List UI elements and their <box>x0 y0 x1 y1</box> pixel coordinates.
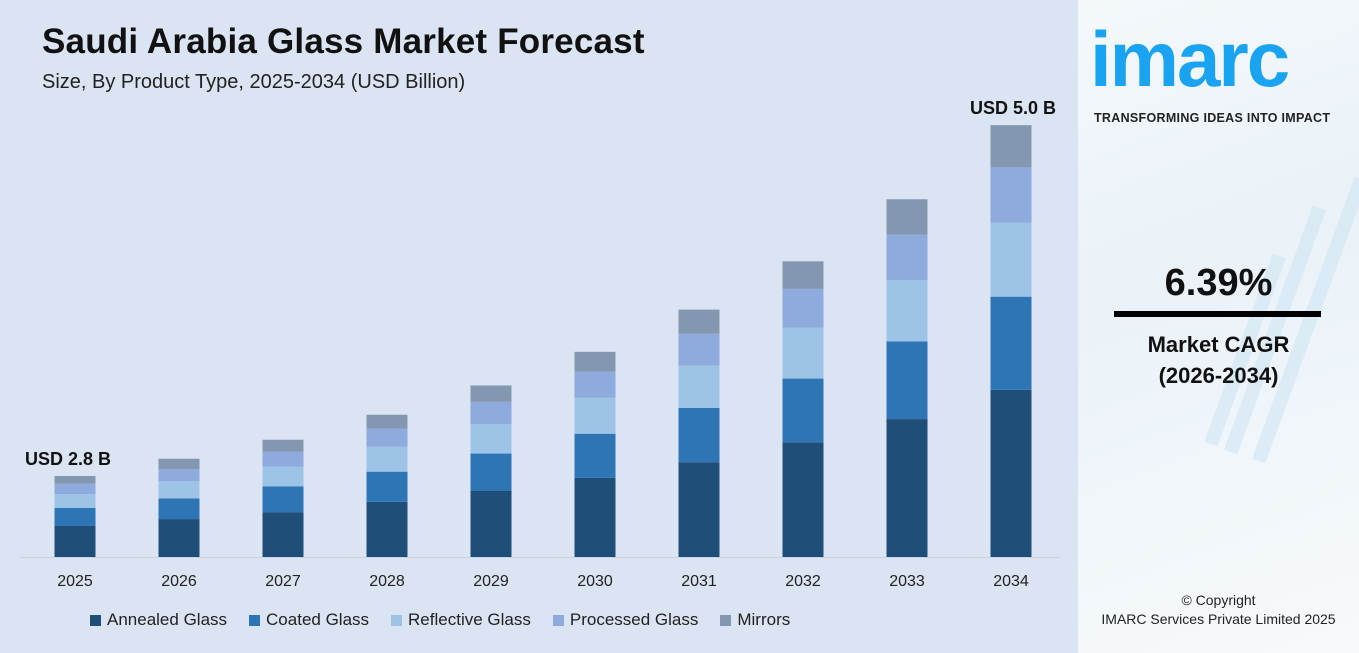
x-tick-label: 2026 <box>161 573 197 590</box>
bar-segment-annealed-glass-2034 <box>990 389 1032 557</box>
x-tick-label: 2027 <box>265 573 301 590</box>
cagr-label: Market CAGR (2026-2034) <box>1078 329 1359 391</box>
bar-segment-reflective-glass-2032 <box>782 327 824 379</box>
total-annotation: USD 5.0 B <box>970 98 1056 118</box>
bar-segment-reflective-glass-2026 <box>158 481 200 499</box>
bar-segment-coated-glass-2031 <box>678 407 720 463</box>
bar-segment-annealed-glass-2032 <box>782 442 824 557</box>
bar-segment-processed-glass-2032 <box>782 288 824 328</box>
legend-swatch <box>90 614 101 626</box>
bar-segment-mirrors-2033 <box>886 199 928 235</box>
legend-item: Processed Glass <box>552 610 699 630</box>
bar-segment-processed-glass-2026 <box>158 469 200 482</box>
bar-segment-processed-glass-2030 <box>574 371 616 398</box>
bar-segment-processed-glass-2029 <box>470 401 512 425</box>
bar-segment-annealed-glass-2031 <box>678 462 720 557</box>
copyright: © Copyright IMARC Services Private Limit… <box>1078 591 1359 629</box>
chart-panel: Saudi Arabia Glass Market Forecast Size,… <box>0 0 1078 653</box>
bar-segment-mirrors-2032 <box>782 261 824 289</box>
divider <box>1114 311 1321 317</box>
bar-segment-annealed-glass-2025 <box>54 525 96 557</box>
legend-swatch <box>552 614 564 626</box>
x-tick-label: 2031 <box>681 573 717 590</box>
x-tick-label: 2029 <box>473 573 509 590</box>
legend-item: Coated Glass <box>249 610 369 630</box>
bar-segment-annealed-glass-2030 <box>574 477 616 557</box>
imarc-logo: imarc <box>1090 15 1290 103</box>
bar-segment-mirrors-2034 <box>990 125 1032 168</box>
total-annotation: USD 2.8 B <box>25 449 111 469</box>
legend-label: Mirrors <box>737 610 791 629</box>
legend-swatch <box>249 614 261 626</box>
company-name: IMARC Services Private Limited 2025 <box>1101 611 1336 627</box>
cagr-period: (2026-2034) <box>1158 363 1279 388</box>
legend-label: Reflective Glass <box>408 610 531 629</box>
bar-segment-annealed-glass-2033 <box>886 419 928 557</box>
legend-label: Annealed Glass <box>107 610 228 629</box>
decor-bar <box>1252 176 1359 464</box>
info-panel: imarc TRANSFORMING IDEAS INTO IMPACT 6.3… <box>1078 0 1359 653</box>
bar-segment-coated-glass-2029 <box>470 453 512 491</box>
bar-segment-coated-glass-2027 <box>262 486 304 513</box>
x-tick-label: 2030 <box>577 573 613 590</box>
bar-segment-mirrors-2025 <box>54 475 96 484</box>
bar-segment-mirrors-2030 <box>574 351 616 372</box>
bar-segment-coated-glass-2032 <box>782 378 824 443</box>
bar-segment-mirrors-2027 <box>262 439 304 452</box>
bar-segment-processed-glass-2033 <box>886 234 928 281</box>
bar-segment-processed-glass-2034 <box>990 167 1032 223</box>
legend-swatch <box>391 614 403 626</box>
bar-segment-coated-glass-2025 <box>54 507 96 526</box>
bar-segment-coated-glass-2030 <box>574 433 616 478</box>
x-tick-label: 2032 <box>785 573 821 590</box>
bar-segment-processed-glass-2025 <box>54 483 96 495</box>
legend-item: Mirrors <box>720 610 790 630</box>
bar-segment-reflective-glass-2029 <box>470 424 512 454</box>
bar-segment-annealed-glass-2029 <box>470 490 512 557</box>
cagr-value: 6.39% <box>1164 262 1273 304</box>
chart-subtitle: Size, By Product Type, 2025-2034 (USD Bi… <box>42 71 466 93</box>
legend-label: Coated Glass <box>266 610 370 629</box>
bar-segment-annealed-glass-2026 <box>158 519 200 557</box>
bar-segment-reflective-glass-2033 <box>886 280 928 342</box>
legend-label: Processed Glass <box>569 610 699 629</box>
bar-segment-processed-glass-2027 <box>262 451 304 467</box>
legend: Annealed Glass Coated Glass Reflective Gla… <box>90 610 812 630</box>
bar-segment-mirrors-2028 <box>366 414 408 429</box>
x-tick-label: 2034 <box>993 573 1029 590</box>
bar-segment-reflective-glass-2034 <box>990 222 1032 297</box>
bar-segment-mirrors-2029 <box>470 385 512 402</box>
bar-segment-coated-glass-2028 <box>366 471 408 502</box>
logo-tagline: TRANSFORMING IDEAS INTO IMPACT <box>1094 111 1331 125</box>
bar-segment-processed-glass-2028 <box>366 428 408 447</box>
bar-segment-coated-glass-2034 <box>990 296 1032 390</box>
bar-segment-reflective-glass-2030 <box>574 397 616 434</box>
bar-segment-reflective-glass-2027 <box>262 466 304 487</box>
bar-segment-processed-glass-2031 <box>678 333 720 366</box>
bar-segment-reflective-glass-2031 <box>678 365 720 408</box>
legend-item: Reflective Glass <box>391 610 531 630</box>
stacked-bar-chart: 2025 USD 2.8 B 2026 2027 2028 2029 2030 2031 203… <box>20 98 1060 590</box>
copyright-text: © Copyright <box>1181 592 1256 608</box>
x-tick-label: 2033 <box>889 573 925 590</box>
bar-segment-coated-glass-2033 <box>886 341 928 420</box>
bar-segment-coated-glass-2026 <box>158 498 200 520</box>
legend-swatch <box>720 614 732 626</box>
bar-segment-mirrors-2026 <box>158 458 200 470</box>
x-tick-label: 2028 <box>369 573 405 590</box>
bar-segment-reflective-glass-2028 <box>366 446 408 472</box>
bar-segment-annealed-glass-2028 <box>366 501 408 557</box>
chart-title: Saudi Arabia Glass Market Forecast <box>42 22 645 61</box>
bar-segment-mirrors-2031 <box>678 309 720 334</box>
bar-segment-reflective-glass-2025 <box>54 494 96 508</box>
x-tick-label: 2025 <box>57 573 93 590</box>
legend-item: Annealed Glass <box>90 610 227 630</box>
bar-segment-annealed-glass-2027 <box>262 512 304 557</box>
cagr-label-text: Market CAGR <box>1147 332 1290 357</box>
